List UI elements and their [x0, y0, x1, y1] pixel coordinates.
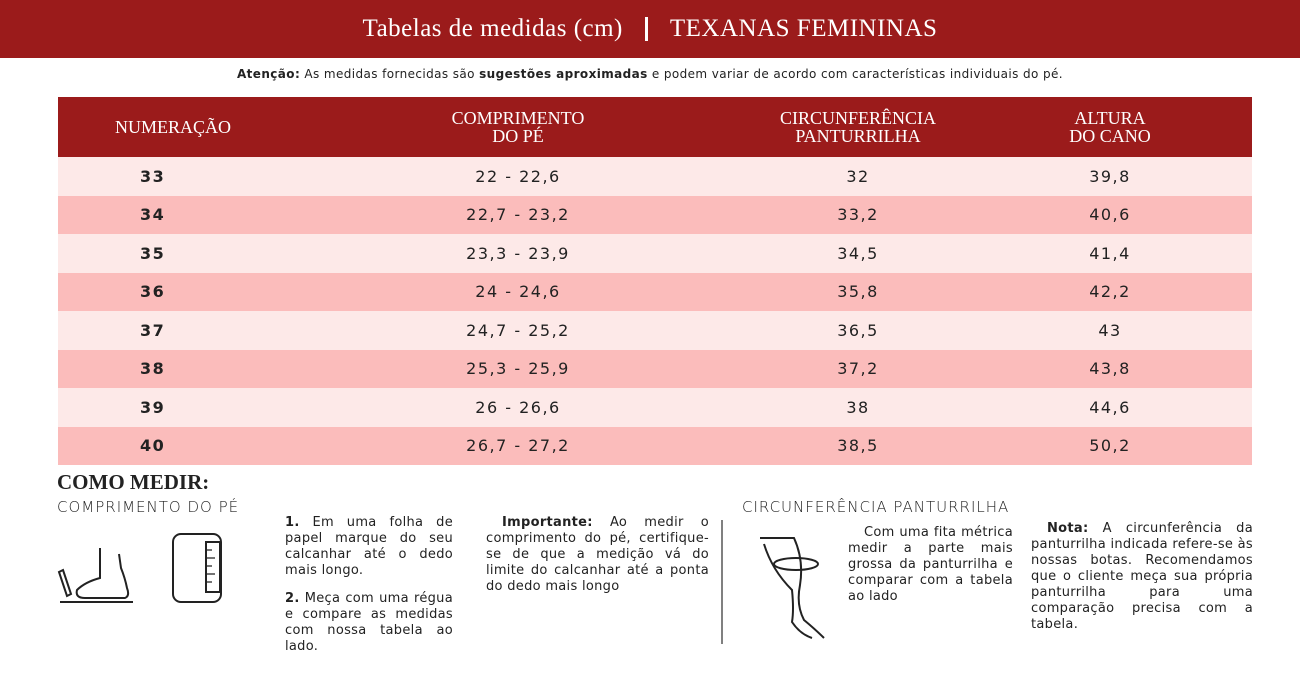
section-title: CIRCUNFERÊNCIA PANTURRILHA	[742, 498, 1010, 516]
note: Importante: Ao medir o comprimento do pé…	[486, 515, 709, 595]
title: Tabelas de medidas (cm)	[362, 15, 623, 42]
header-text: COMPRIMENTO	[451, 108, 585, 128]
table-cell: 36	[58, 272, 288, 311]
table-cell: 40,6	[968, 195, 1252, 234]
table-cell: 24,7 - 25,2	[288, 311, 748, 350]
foot-icon	[57, 548, 133, 603]
step-number: 2.	[285, 591, 300, 606]
table-row: 38 25,3 - 25,9 37,2 43,8	[58, 349, 1252, 388]
table-cell: 24 - 24,6	[288, 272, 748, 311]
table-cell: 33	[58, 157, 288, 196]
notice-text: e podem variar de acordo com característ…	[651, 67, 1063, 81]
table-cell: 38	[748, 388, 968, 427]
table-row: 40 26,7 - 27,2 38,5 50,2	[58, 426, 1252, 465]
step: 1. Em uma folha de papel marque do seu c…	[285, 515, 453, 579]
table-cell: 40	[58, 426, 288, 465]
header-cell: ALTURA DO CANO	[968, 97, 1252, 157]
notice-label: Atenção:	[236, 67, 301, 81]
table-cell: 34	[58, 195, 288, 234]
leg-icon	[760, 537, 825, 639]
notice-text: As medidas fornecidas são	[304, 67, 475, 81]
header-text: DO PÉ	[492, 126, 544, 146]
section-title: COMPRIMENTO DO PÉ	[57, 498, 240, 516]
table-row: 36 24 - 24,6 35,8 42,2	[58, 272, 1252, 311]
header-text: DO CANO	[1069, 126, 1151, 146]
table-cell: 42,2	[968, 272, 1252, 311]
table-cell: 33,2	[748, 195, 968, 234]
phone-ruler-icon	[172, 533, 222, 603]
table-cell: 37	[58, 311, 288, 350]
table-body: 33 22 - 22,6 32 39,8 34 22,7 - 23,2 33,2 40,6 35…	[58, 157, 1252, 465]
table-cell: 37,2	[748, 349, 968, 388]
header-text: ALTURA	[1074, 108, 1146, 128]
note: Nota: A circunferência da panturrilha in…	[1031, 521, 1253, 633]
subtitle: TEXANAS FEMININAS	[669, 15, 938, 42]
header-cell: COMPRIMENTO DO PÉ	[288, 97, 748, 157]
table-row: 37 24,7 - 25,2 36,5 43	[58, 311, 1252, 350]
note-label: Nota:	[1047, 521, 1089, 536]
separator	[644, 17, 648, 41]
table-cell: 22,7 - 23,2	[288, 195, 748, 234]
table-cell: 39	[58, 388, 288, 427]
note-text: A circunferência da panturrilha indicada…	[1031, 521, 1254, 632]
table-cell: 44,6	[968, 388, 1252, 427]
table-row: 35 23,3 - 23,9 34,5 41,4	[58, 234, 1252, 273]
step-text: Meça com uma régua e compare as medidas …	[285, 591, 453, 654]
header-cell: NUMERAÇÃO	[58, 97, 288, 157]
table-row: 39 26 - 26,6 38 44,6	[58, 388, 1252, 427]
table-cell: 43,8	[968, 349, 1252, 388]
header-bar: Tabelas de medidas (cm) TEXANAS FEMININA…	[0, 0, 1300, 58]
table-cell: 25,3 - 25,9	[288, 349, 748, 388]
table-row: 34 22,7 - 23,2 33,2 40,6	[58, 195, 1252, 234]
table-cell: 22 - 22,6	[288, 157, 748, 196]
step: 2. Meça com uma régua e compare as medid…	[285, 591, 453, 655]
table-cell: 26 - 26,6	[288, 388, 748, 427]
table-cell: 38	[58, 349, 288, 388]
header-text: PANTURRILHA	[795, 126, 921, 146]
table-cell: 41,4	[968, 234, 1252, 273]
table-cell: 35,8	[748, 272, 968, 311]
table-cell: 34,5	[748, 234, 968, 273]
table-cell: 32	[748, 157, 968, 196]
header-text: NUMERAÇÃO	[114, 117, 231, 137]
note-label: Importante:	[502, 515, 593, 530]
table-row: 33 22 - 22,6 32 39,8	[58, 157, 1252, 196]
divider	[721, 520, 723, 644]
size-table: NUMERAÇÃO COMPRIMENTO DO PÉ CIRCUNFERÊNCIA P…	[58, 97, 1252, 465]
step-number: 1.	[285, 515, 300, 530]
table-cell: 39,8	[968, 157, 1252, 196]
header-cell: CIRCUNFERÊNCIA PANTURRILHA	[748, 97, 968, 157]
table-cell: 35	[58, 234, 288, 273]
table-cell: 38,5	[748, 426, 968, 465]
table-cell: 36,5	[748, 311, 968, 350]
header-row: NUMERAÇÃO COMPRIMENTO DO PÉ CIRCUNFERÊNCIA P…	[58, 97, 1252, 157]
table-cell: 50,2	[968, 426, 1252, 465]
header-text: CIRCUNFERÊNCIA	[779, 108, 936, 128]
notice-emphasis: sugestões aproximadas	[479, 67, 648, 81]
table-cell: 43	[968, 311, 1252, 350]
notice: Atenção: As medidas fornecidas são suges…	[0, 67, 1300, 81]
how-to-title: COMO MEDIR:	[57, 470, 210, 494]
calf-text: Com uma fita métrica medir a parte mais …	[848, 525, 1013, 604]
table-cell: 26,7 - 27,2	[288, 426, 748, 465]
table-cell: 23,3 - 23,9	[288, 234, 748, 273]
step-text: Em uma folha de papel marque do seu calc…	[285, 515, 453, 578]
note-text: Ao medir o comprimento do pé, certifique…	[486, 515, 709, 594]
